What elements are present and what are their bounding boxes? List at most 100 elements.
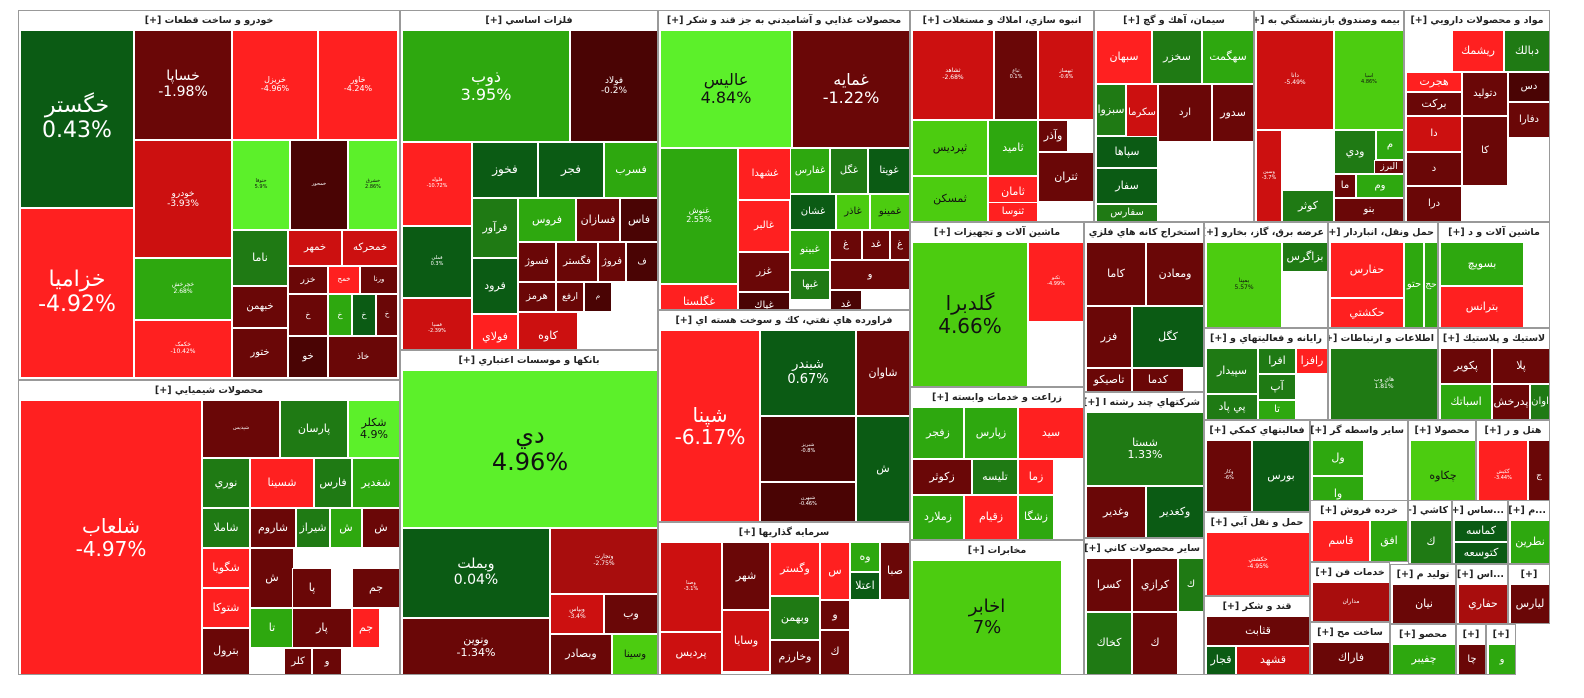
stock-tile[interactable]: زكوثر (912, 459, 972, 495)
sector-header[interactable]: خدمات فن [+] (1315, 567, 1385, 578)
stock-tile[interactable]: كدما (1132, 368, 1184, 391)
stock-tile[interactable]: سپاها (1096, 136, 1158, 168)
sector-header[interactable]: توليد م [+] (1396, 569, 1450, 580)
sector-header[interactable]: ساير واسطه گر [+] (1311, 425, 1404, 436)
stock-tile[interactable]: وسايا (722, 610, 770, 672)
stock-tile[interactable]: زپارس (964, 407, 1018, 459)
stock-tile[interactable]: غشهدا (738, 148, 792, 200)
stock-tile[interactable]: زفجر (912, 407, 964, 459)
stock-tile[interactable]: ختور (232, 328, 288, 378)
stock-tile[interactable]: ارد (1158, 84, 1212, 142)
stock-tile[interactable]: حج (1424, 242, 1437, 327)
stock-tile[interactable]: غنوش 2.55% (660, 148, 738, 284)
stock-tile[interactable]: هجرت (1406, 72, 1462, 92)
stock-tile[interactable]: حتو (1404, 242, 1424, 327)
stock-tile[interactable]: خبهمن (232, 286, 288, 328)
stock-tile[interactable]: چكاوه (1410, 440, 1475, 511)
stock-tile[interactable]: غمايه -1.22% (792, 30, 909, 148)
stock-tile[interactable]: ودي (1334, 130, 1376, 174)
stock-tile[interactable]: فروژ (598, 242, 626, 282)
stock-tile[interactable]: فرآور (472, 198, 518, 258)
sector-header[interactable]: ساير محصولات كاني [+] (1085, 543, 1200, 554)
stock-tile[interactable]: هرمز (518, 282, 556, 312)
stock-tile[interactable]: ريشمك (1452, 30, 1504, 72)
stock-tile[interactable]: صبا (880, 542, 909, 600)
stock-tile[interactable]: وبملت 0.04% (402, 528, 550, 618)
stock-tile[interactable]: حفاري (1458, 584, 1507, 623)
sector-header[interactable]: محصولات شيميايي [+] (154, 385, 264, 396)
stock-tile[interactable]: شپنا -6.17% (660, 330, 760, 521)
sector-header[interactable]: عرضه برق، گاز، بخارو [+] (1205, 227, 1324, 238)
stock-tile[interactable]: شسينا (250, 458, 314, 508)
stock-tile[interactable]: شتوكا (202, 588, 250, 628)
stock-tile[interactable]: ومعادن (1146, 242, 1203, 306)
stock-tile[interactable]: وم (1356, 174, 1403, 198)
stock-tile[interactable]: سپيدار (1206, 348, 1258, 394)
stock-tile[interactable]: فاراك (1312, 642, 1389, 674)
stock-tile[interactable]: قشهد (1236, 646, 1309, 674)
sector-header[interactable]: خودرو و ساخت قطعات [+] (144, 15, 274, 26)
stock-tile[interactable]: ارفع (556, 282, 584, 312)
stock-tile[interactable]: وسينا (612, 634, 657, 674)
stock-tile[interactable]: وسين -3.7% (1256, 130, 1282, 221)
stock-tile[interactable]: شهر (722, 542, 770, 610)
stock-tile[interactable]: وه (850, 542, 880, 572)
stock-tile[interactable]: غشان (790, 194, 836, 230)
stock-tile[interactable]: گكيش -3.44% (1478, 440, 1528, 511)
stock-tile[interactable]: خاذ (328, 336, 398, 378)
stock-tile[interactable]: ك (1132, 612, 1178, 674)
stock-tile[interactable]: وبصادر (550, 634, 612, 674)
stock-tile[interactable]: س (820, 542, 850, 600)
stock-tile[interactable]: ك (1410, 520, 1451, 563)
stock-tile[interactable]: كگل (1132, 306, 1203, 368)
stock-tile[interactable]: قثابت (1206, 616, 1309, 646)
stock-tile[interactable]: تا (1258, 400, 1296, 419)
stock-tile[interactable]: ج (1528, 440, 1549, 511)
stock-tile[interactable]: بزاگرس (1282, 242, 1327, 272)
stock-tile[interactable]: ثباغ 0.1% (994, 30, 1038, 120)
stock-tile[interactable]: پرديس (660, 632, 722, 674)
stock-tile[interactable]: جم (352, 568, 399, 608)
stock-tile[interactable]: حكشتي -4.95% (1206, 532, 1309, 595)
stock-tile[interactable]: پا (292, 568, 332, 608)
stock-tile[interactable]: وكغدير (1146, 486, 1203, 537)
stock-tile[interactable]: بترانس (1440, 286, 1524, 327)
stock-tile[interactable]: پكوير (1440, 348, 1492, 384)
stock-tile[interactable]: بورس (1252, 440, 1309, 511)
sector-header[interactable]: فراورده هاي نفتي، كك و سوخت هسته اي [+] (675, 315, 893, 326)
stock-tile[interactable]: شاوان (856, 330, 909, 416)
stock-tile[interactable]: غبها (790, 270, 830, 300)
stock-tile[interactable]: خ (288, 294, 328, 336)
stock-tile[interactable]: بنو (1334, 198, 1403, 221)
stock-tile[interactable]: تكنو -4.99% (1028, 242, 1083, 322)
stock-tile[interactable]: وخارزم (770, 640, 820, 674)
stock-tile[interactable]: خزر (288, 266, 328, 294)
stock-tile[interactable]: ف (626, 242, 657, 282)
stock-tile[interactable]: ختوقا 5.9% (232, 140, 290, 230)
stock-tile[interactable]: بمپنا 5.57% (1206, 242, 1282, 327)
stock-tile[interactable]: زقيام (964, 495, 1018, 539)
sector-header[interactable]: قند و شکر [+] (1222, 601, 1292, 612)
stock-tile[interactable]: قجار (1206, 646, 1236, 674)
sector-header[interactable]: كاشي [+] (1409, 505, 1448, 516)
stock-tile[interactable]: نيان (1392, 584, 1455, 623)
sector-header[interactable]: انبوه سازي، املاك و مستغلات [+] (922, 15, 1082, 26)
stock-tile[interactable]: كوثر (1282, 190, 1334, 221)
stock-tile[interactable]: وصنا -3.1% (660, 542, 722, 632)
stock-tile[interactable]: عاليس 4.84% (660, 30, 792, 148)
stock-tile[interactable]: ناما (232, 230, 288, 286)
stock-tile[interactable]: فلوله -10.72% (402, 142, 472, 226)
stock-tile[interactable]: وغدير (1086, 486, 1146, 537)
stock-tile[interactable]: ش (362, 508, 399, 548)
sector-header[interactable]: [+] (1520, 569, 1538, 580)
stock-tile[interactable]: وگستر (770, 542, 820, 596)
stock-tile[interactable]: دبالك (1504, 30, 1549, 72)
stock-tile[interactable]: وكار -6% (1206, 440, 1252, 511)
stock-tile[interactable]: ما (1334, 174, 1356, 198)
stock-tile[interactable]: خو (288, 336, 328, 378)
stock-tile[interactable]: چفيبر (1392, 644, 1455, 674)
stock-tile[interactable]: ول (1312, 440, 1364, 476)
stock-tile[interactable]: حكشتي (1330, 298, 1404, 327)
stock-tile[interactable]: درا (1406, 186, 1462, 221)
stock-tile[interactable]: چا (1458, 644, 1485, 674)
